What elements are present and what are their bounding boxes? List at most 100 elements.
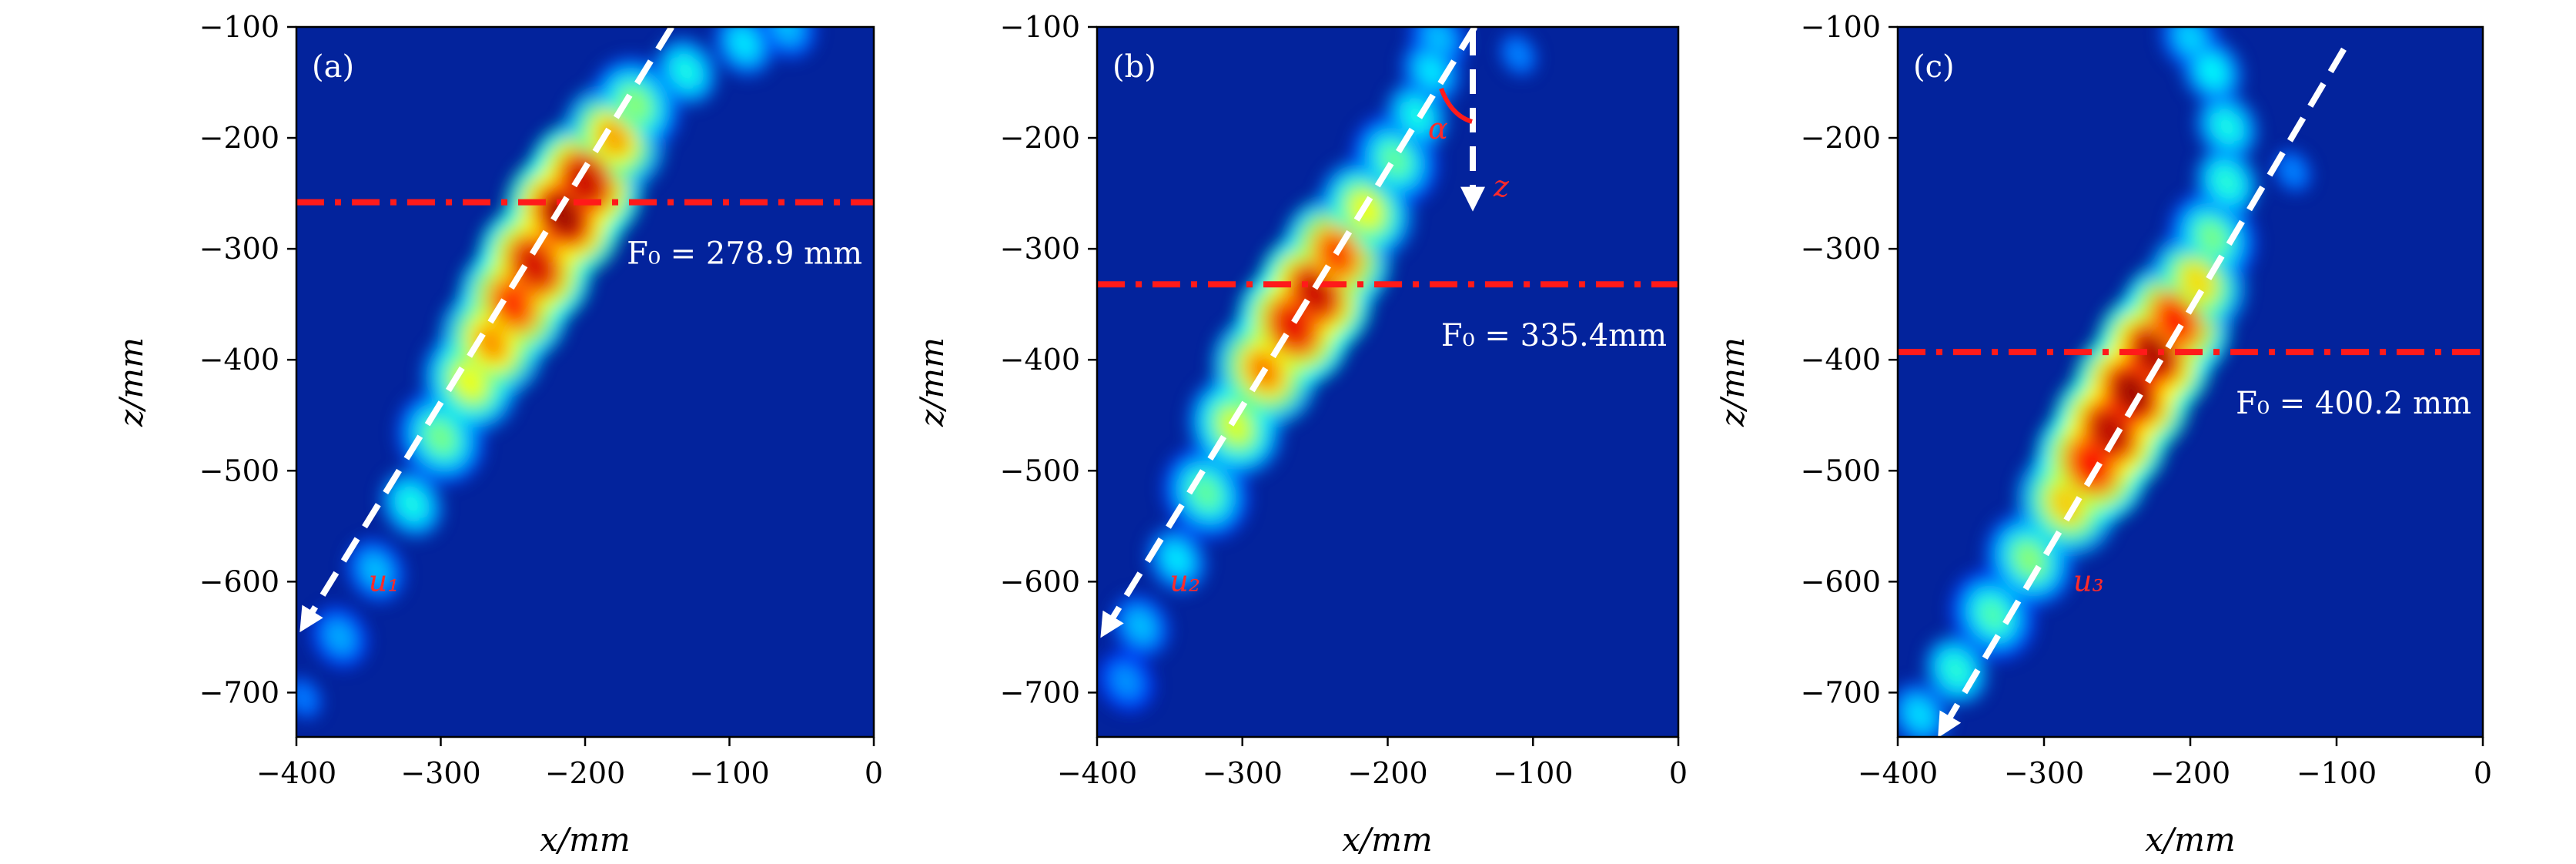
- panel-label: (a): [312, 49, 354, 85]
- heatmap-blob: [1979, 599, 2006, 631]
- heatmap-blob: [2213, 167, 2240, 197]
- x-axis-label: x/mm: [1342, 821, 1433, 859]
- heatmap-blob: [475, 324, 507, 362]
- heatmap-blob: [2136, 333, 2172, 375]
- y-tick-label: −700: [1000, 675, 1080, 709]
- y-tick-label: −400: [199, 343, 279, 377]
- heatmap-blob: [1426, 27, 1451, 52]
- y-tick-label: −600: [1801, 564, 1881, 598]
- heatmap-blob: [1943, 655, 1969, 685]
- heatmap-blob: [2092, 411, 2128, 453]
- x-ticks: −400 −300 −200 −100 0: [1057, 737, 1688, 790]
- heatmap-blob: [2200, 56, 2225, 86]
- heatmap-blob: [673, 56, 699, 86]
- velocity-arrow: [1938, 47, 2347, 738]
- y-tick-label: −100: [199, 10, 279, 44]
- heatmap-blob: [1164, 545, 1189, 574]
- x-tick-label: −400: [1858, 756, 1938, 790]
- panel-label: (c): [1913, 49, 1955, 85]
- velocity-label: u₂: [1169, 564, 1200, 598]
- x-tick-label: −100: [2297, 756, 2377, 790]
- angle-arc: [1439, 87, 1473, 124]
- panel-label: (b): [1112, 49, 1156, 85]
- heatmap-blob: [1114, 668, 1138, 695]
- y-axis-label: z/mm: [112, 337, 150, 427]
- x-tick-label: −200: [2150, 756, 2230, 790]
- y-axis-label: z/mm: [1714, 337, 1751, 427]
- y-tick-label: −700: [199, 675, 279, 709]
- heatmap-blob: [2213, 112, 2240, 142]
- y-tick-label: −500: [1000, 454, 1080, 487]
- x-tick-label: 0: [1669, 756, 1688, 790]
- heatmap-blob: [2198, 222, 2226, 254]
- y-ticks: −100 −200 −300 −400 −500 −600 −700: [1000, 10, 1097, 709]
- heatmap-blob: [2178, 27, 2203, 52]
- focus-label: F₀ = 278.9 mm: [627, 236, 862, 272]
- heatmap-blob: [399, 489, 425, 519]
- heatmap-blob: [427, 421, 455, 454]
- y-tick-label: −500: [199, 454, 279, 487]
- y-tick-label: −700: [1801, 675, 1881, 709]
- y-tick-label: −400: [1000, 343, 1080, 377]
- focus-label: F₀ = 335.4mm: [1441, 318, 1667, 353]
- x-tick-label: −300: [2004, 756, 2084, 790]
- heatmap-blob: [567, 162, 603, 203]
- heatmap-blob: [2281, 158, 2304, 185]
- x-axis-label: x/mm: [540, 821, 631, 859]
- x-tick-label: −200: [545, 756, 625, 790]
- y-axis-label: z/mm: [913, 337, 951, 427]
- z-direction-label: z: [1493, 169, 1510, 203]
- heatmap-blob: [517, 245, 553, 286]
- x-tick-label: −300: [400, 756, 480, 790]
- x-tick-label: 0: [865, 756, 883, 790]
- heatmap-blob: [1193, 477, 1220, 509]
- y-tick-label: −300: [1000, 232, 1080, 266]
- x-tick-label: −100: [689, 756, 769, 790]
- x-tick-label: −300: [1203, 756, 1283, 790]
- heatmap-blob: [2182, 264, 2213, 300]
- focus-label: F₀ = 400.2 mm: [2236, 386, 2471, 421]
- y-tick-label: −200: [1801, 121, 1881, 155]
- y-ticks: −100 −200 −300 −400 −500 −600 −700: [199, 10, 296, 709]
- panel-b: α z (b) F₀ = 335.4mm u₂ −400 −300 −200 −100…: [913, 10, 1688, 859]
- y-tick-label: −100: [1000, 10, 1080, 44]
- y-tick-label: −600: [199, 564, 279, 598]
- heatmap-blob: [1419, 57, 1444, 86]
- x-tick-label: −400: [1057, 756, 1137, 790]
- angle-label: α: [1428, 112, 1448, 146]
- velocity-arrow: [299, 25, 674, 633]
- heatmap-blob: [327, 623, 352, 651]
- heatmap-blob: [1907, 700, 1932, 729]
- heatmap-blob: [545, 194, 582, 236]
- y-tick-label: −100: [1801, 10, 1881, 44]
- x-tick-label: −200: [1347, 756, 1427, 790]
- heatmap-blob: [2159, 301, 2193, 341]
- heatmap-blob: [496, 285, 530, 324]
- heatmap-blob: [774, 27, 800, 41]
- heatmap-blob: [1129, 611, 1153, 640]
- heatmap-blob: [1220, 409, 1250, 444]
- y-tick-label: −300: [1801, 232, 1881, 266]
- panel-c: (c) F₀ = 400.2 mm u₃ −400 −300 −200 −100 0 −…: [1714, 10, 2492, 859]
- y-tick-label: −500: [1801, 454, 1881, 487]
- x-ticks: −400 −300 −200 −100 0: [1858, 737, 2492, 790]
- y-tick-label: −400: [1801, 343, 1881, 377]
- x-tick-label: 0: [2474, 756, 2492, 790]
- y-tick-label: −200: [1000, 121, 1080, 155]
- y-tick-label: −300: [199, 232, 279, 266]
- velocity-label: u₁: [369, 564, 400, 598]
- x-ticks: −400 −300 −200 −100 0: [256, 737, 883, 790]
- heatmap-blob: [2073, 445, 2108, 485]
- heatmap-blob: [363, 556, 388, 584]
- x-tick-label: −100: [1493, 756, 1573, 790]
- heatmap-blob: [731, 29, 757, 59]
- heatmap-blob: [2113, 372, 2150, 414]
- x-axis-label: x/mm: [2145, 821, 2236, 859]
- heatmap-blob: [296, 685, 316, 712]
- heatmap-blob: [1507, 41, 1531, 69]
- y-tick-label: −600: [1000, 564, 1080, 598]
- x-tick-label: −400: [256, 756, 336, 790]
- y-ticks: −100 −200 −300 −400 −500 −600 −700: [1801, 10, 1898, 709]
- y-tick-label: −200: [199, 121, 279, 155]
